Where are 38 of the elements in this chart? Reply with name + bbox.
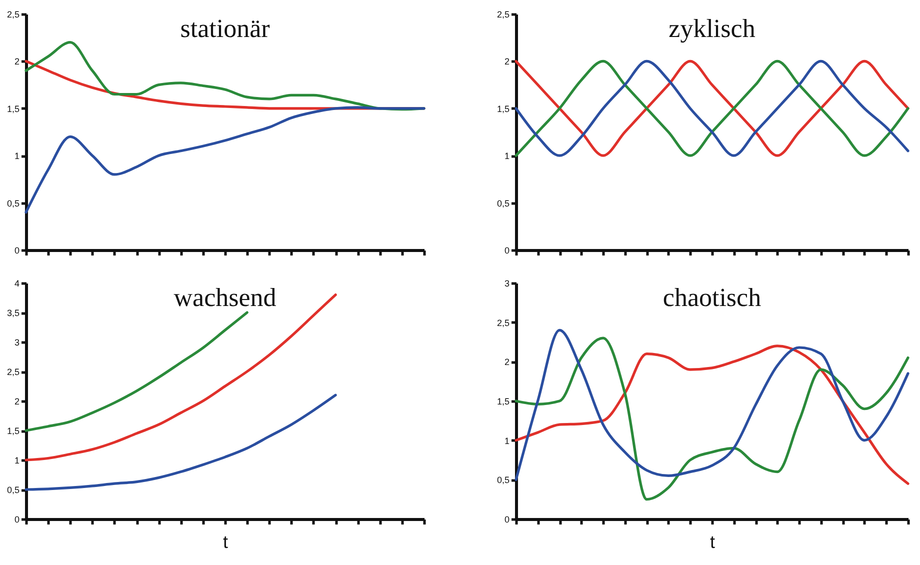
y-tick-label: 1,5	[6, 104, 20, 114]
y-tick-label: 2	[14, 396, 20, 406]
y-tick-label: 2	[504, 56, 510, 67]
chart-title: stationär	[180, 14, 270, 43]
line-series	[24, 311, 248, 432]
chart-title: wachsend	[174, 283, 276, 312]
y-tick-label: 0,5	[6, 485, 20, 495]
y-tick-label: 1	[504, 151, 510, 162]
y-tick-label: 3	[504, 278, 510, 288]
y-tick-label: 1,5	[496, 396, 510, 406]
y-tick-label: 0,5	[496, 198, 510, 208]
y-tick-label: 1	[14, 456, 20, 466]
y-tick-label: 2	[14, 56, 20, 67]
line-series	[514, 60, 910, 157]
y-tick-label: 4	[14, 278, 20, 288]
y-tick-label: 0	[14, 514, 20, 524]
y-tick-label: 0	[14, 246, 20, 256]
y-tick-label: 0	[504, 514, 510, 524]
y-tick-label: 0,5	[496, 475, 510, 486]
chart-title: chaotisch	[662, 283, 762, 312]
line-series	[24, 394, 337, 491]
y-tick-label: 1	[504, 436, 510, 446]
y-tick-label: 2	[504, 357, 510, 368]
x-axis-title: t	[222, 532, 228, 552]
y-tick-label: 1,5	[6, 426, 20, 436]
y-tick-label: 3	[14, 338, 20, 348]
y-tick-label: 1	[14, 151, 20, 162]
y-tick-label: 2,5	[6, 367, 20, 377]
y-tick-label: 2,5	[6, 10, 20, 20]
y-tick-label: 0	[504, 246, 510, 256]
x-axis-title: t	[710, 532, 716, 552]
y-tick-label: 2,5	[496, 318, 510, 328]
y-tick-label: 3,5	[6, 308, 20, 318]
line-series	[24, 106, 426, 214]
y-tick-label: 0,5	[6, 198, 20, 208]
y-tick-label: 1,5	[496, 104, 510, 114]
chart-title: zyklisch	[668, 14, 756, 43]
y-tick-label: 2,5	[496, 10, 510, 20]
